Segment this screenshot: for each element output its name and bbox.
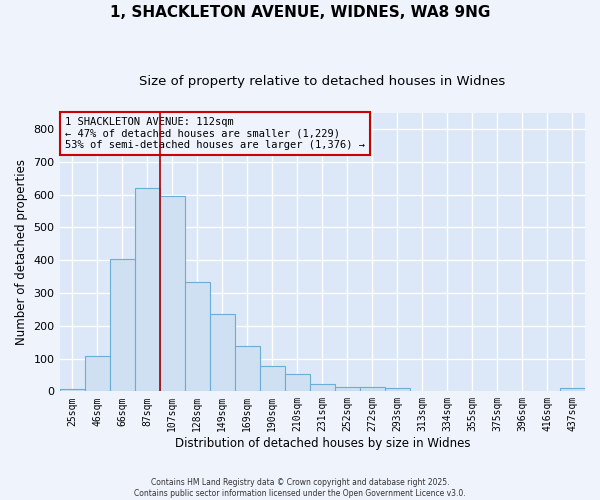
Bar [360,386,385,392]
Title: Size of property relative to detached houses in Widnes: Size of property relative to detached ho… [139,75,505,88]
Bar [335,387,360,392]
Text: 1, SHACKLETON AVENUE, WIDNES, WA8 9NG: 1, SHACKLETON AVENUE, WIDNES, WA8 9NG [110,5,490,20]
Y-axis label: Number of detached properties: Number of detached properties [15,159,28,345]
Bar [185,282,209,392]
Bar [560,388,585,392]
Bar [235,346,260,392]
X-axis label: Distribution of detached houses by size in Widnes: Distribution of detached houses by size … [175,437,470,450]
Bar [85,356,110,392]
Bar [310,384,335,392]
Bar [59,388,85,392]
Bar [260,366,285,392]
Bar [285,374,310,392]
Bar [385,388,410,392]
Text: 1 SHACKLETON AVENUE: 112sqm
← 47% of detached houses are smaller (1,229)
53% of : 1 SHACKLETON AVENUE: 112sqm ← 47% of det… [65,117,365,150]
Bar [134,188,160,392]
Bar [160,196,185,392]
Text: Contains HM Land Registry data © Crown copyright and database right 2025.
Contai: Contains HM Land Registry data © Crown c… [134,478,466,498]
Bar [110,260,134,392]
Bar [209,314,235,392]
